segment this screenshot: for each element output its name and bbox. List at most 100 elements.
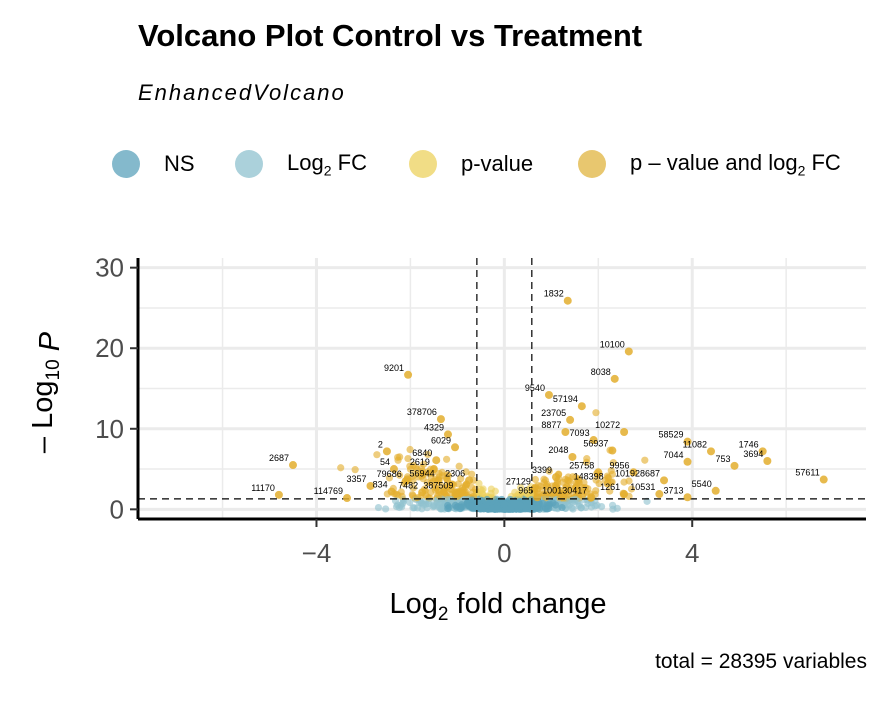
legend-item-pvalue: p-value [409,150,533,178]
y-tick-label: 30 [95,253,124,283]
labeled-point [563,296,572,305]
point-label: 2619 [410,457,430,467]
data-point [404,454,412,463]
labeled-point [533,493,542,502]
labeled-point [465,476,474,485]
data-point [613,504,621,512]
point-label: 7482 [398,480,418,490]
labeled-point [453,488,462,497]
legend-label-ns: NS [164,151,195,176]
data-point [564,473,572,481]
point-label: 100130417 [542,485,587,495]
labeled-point [401,477,410,486]
legend-item-pvalue-and-log2fc: p – value and log2 FC [578,150,841,178]
labeled-point [561,428,570,436]
chart-subtitle: EnhancedVolcano [138,80,346,105]
labeled-point [387,487,396,496]
grid-lines [138,258,866,519]
data-point [512,499,520,508]
point-label: 965 [518,485,533,495]
labeled-point [819,475,828,484]
point-label: 79686 [377,469,402,479]
data-point [545,467,553,475]
labeled-point [389,465,398,474]
point-label: 11170 [251,483,275,493]
x-tick-label: 0 [497,538,511,568]
point-label: 23705 [541,408,566,418]
data-point [541,494,550,502]
labeled-point [660,476,669,485]
data-point [532,502,540,510]
labeled-point [610,374,619,383]
data-point [409,484,417,492]
data-point [462,468,470,476]
data-point [420,460,428,468]
data-point [394,453,402,461]
data-point [374,503,383,512]
data-point [435,491,443,499]
data-point [462,488,470,496]
labeled-point [683,457,692,466]
labeled-point [382,447,391,456]
data-point [565,490,573,498]
point-label: 3399 [532,465,552,475]
data-point [552,483,560,492]
data-point [447,486,455,494]
data-point [641,456,649,464]
data-point [399,499,407,507]
x-tick-label: 4 [685,538,699,568]
data-point [531,475,540,484]
point-label: 1832 [544,289,564,299]
labeled-point [620,490,629,499]
point-label: 1746 [739,439,759,449]
labeled-point [288,461,297,470]
labeled-point [707,447,716,456]
data-point [571,473,580,481]
legend-swatch-ns [112,150,140,178]
point-label: 2306 [445,468,465,478]
data-point [455,462,463,470]
point-label: 57194 [553,394,578,404]
data-point [643,497,651,505]
legend-item-ns: NS [112,150,195,178]
point-label: 10272 [595,420,620,430]
data-point [373,451,381,459]
labeled-point [577,402,586,411]
data-point [468,504,476,512]
labeled-point [544,390,553,399]
labeled-point [711,486,720,495]
labeled-point [629,468,638,477]
point-label: 11082 [683,439,707,449]
point-label: 54 [380,457,390,467]
data-point [351,466,359,474]
data-point [558,503,566,512]
legend-item-log2fc: Log2 FC [235,150,367,178]
data-point [575,489,583,497]
labeled-point [655,490,664,499]
data-point [382,505,390,513]
data-point [620,478,628,486]
data-point [443,471,451,479]
labeled-point [603,479,612,488]
data-point [522,503,530,511]
labeled-point [730,461,739,470]
point-label: 834 [373,480,388,490]
data-point [552,501,560,509]
data-point [583,455,591,463]
data-point [419,501,428,509]
data-point [587,503,596,511]
point-label: 56937 [583,439,608,449]
point-label: 25758 [569,460,594,470]
data-point [548,490,556,498]
data-point [413,504,422,512]
point-label: 1261 [600,482,620,492]
point-label: 2048 [548,445,568,455]
point-label: 2 [378,439,383,449]
data-point [545,501,553,510]
point-label: 3694 [743,449,763,459]
x-axis-title: Log2 fold change [390,588,607,625]
data-point [572,479,580,487]
y-axis-title: – Log10 P [27,331,66,453]
labeled-point [343,494,352,503]
